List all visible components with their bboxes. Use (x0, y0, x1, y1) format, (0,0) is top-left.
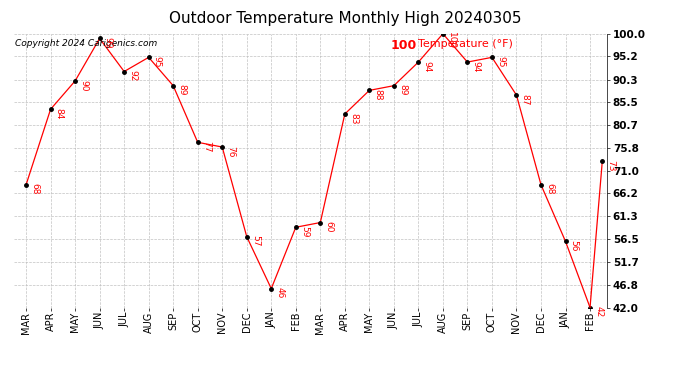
Text: Copyright 2024 Carigenics.com: Copyright 2024 Carigenics.com (15, 39, 157, 48)
Text: 87: 87 (521, 94, 530, 105)
Text: 76: 76 (226, 146, 235, 157)
Text: Outdoor Temperature Monthly High 20240305: Outdoor Temperature Monthly High 2024030… (169, 11, 521, 26)
Text: 56: 56 (570, 240, 579, 252)
Text: 92: 92 (128, 70, 137, 81)
Text: 73: 73 (607, 160, 615, 171)
Text: 59: 59 (300, 226, 309, 237)
Text: 84: 84 (55, 108, 63, 119)
Text: 95: 95 (152, 56, 162, 68)
Text: Temperature (°F): Temperature (°F) (411, 39, 513, 49)
Text: 83: 83 (349, 112, 358, 124)
Text: 57: 57 (251, 236, 260, 247)
Text: 89: 89 (177, 84, 186, 96)
Text: 89: 89 (398, 84, 407, 96)
Text: 46: 46 (275, 287, 284, 298)
Text: 95: 95 (496, 56, 505, 68)
Text: 68: 68 (30, 183, 39, 195)
Text: 90: 90 (79, 80, 88, 91)
Text: 77: 77 (202, 141, 211, 152)
Text: 100: 100 (391, 39, 417, 52)
Text: 42: 42 (594, 306, 603, 317)
Text: 99: 99 (104, 37, 112, 49)
Text: 68: 68 (545, 183, 554, 195)
Text: 60: 60 (324, 221, 333, 232)
Text: 94: 94 (422, 61, 431, 72)
Text: 94: 94 (471, 61, 481, 72)
Text: 100: 100 (447, 32, 456, 50)
Text: 88: 88 (373, 89, 382, 101)
